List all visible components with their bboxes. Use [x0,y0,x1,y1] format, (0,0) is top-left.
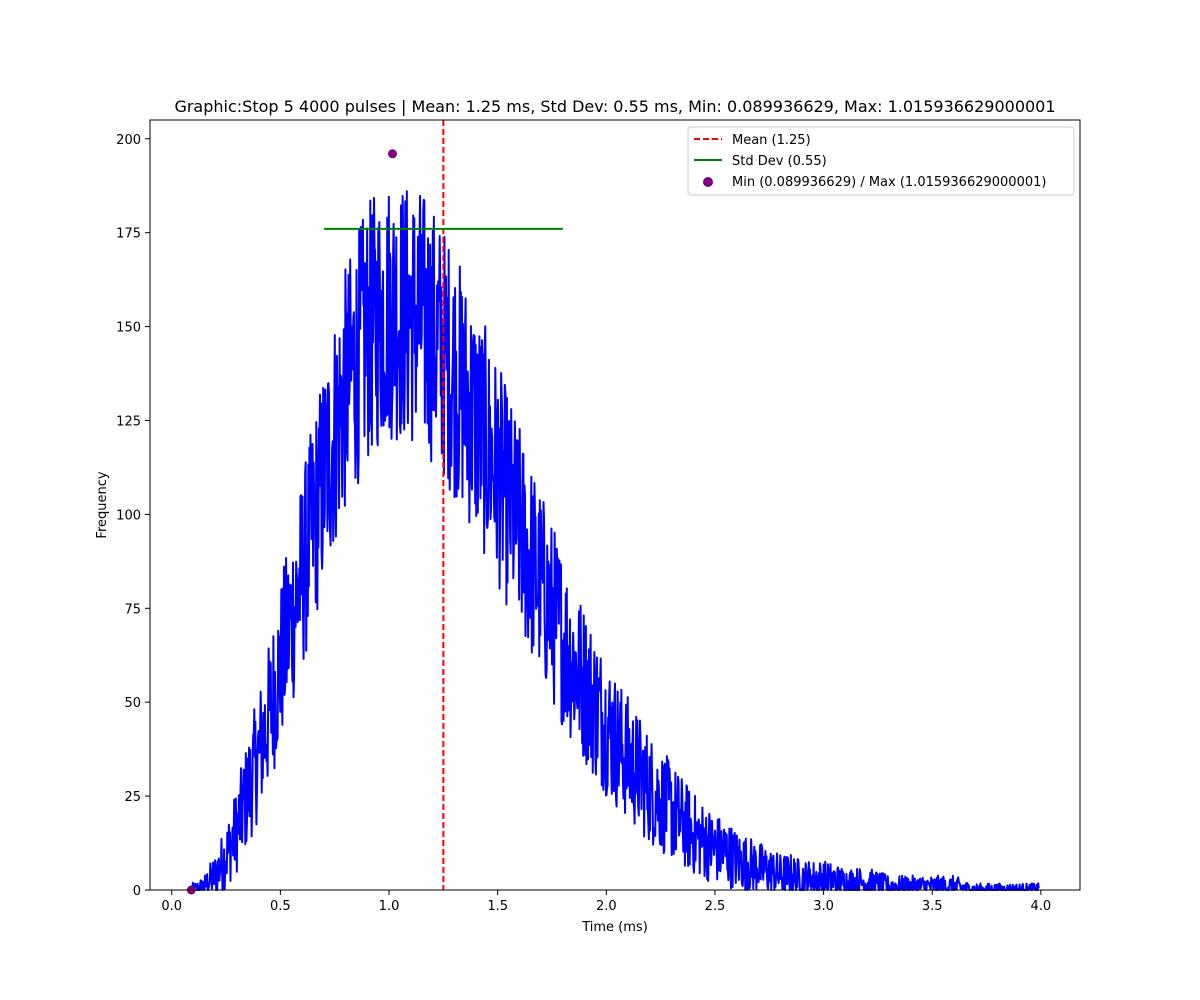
x-tick-label: 3.0 [813,899,834,914]
axes-frame [149,119,1081,891]
x-tick-label: 4.0 [1031,899,1052,914]
y-tick-label: 200 [116,133,141,148]
x-tick-label: 2.5 [705,899,726,914]
chart-title: Graphic:Stop 5 4000 pulses | Mean: 1.25 … [174,97,1055,116]
y-tick-label: 150 [116,321,141,336]
x-tick-label: 0.0 [161,899,182,914]
y-tick-label: 25 [124,790,141,805]
y-tick-label: 100 [116,508,141,523]
legend-minmax-label: Min (0.089936629) / Max (1.0159366290000… [732,175,1046,190]
x-tick-label: 3.5 [922,899,943,914]
x-axis-label: Time (ms) [581,920,648,935]
x-tick-label: 0.5 [270,899,291,914]
plot-area [186,120,1040,895]
legend-minmax-swatch [703,177,713,187]
legend-box [687,126,1075,196]
y-tick-label: 125 [116,414,141,429]
y-tick-label: 75 [124,602,141,617]
legend: Mean (1.25) Std Dev (0.55) Min (0.089936… [687,126,1075,196]
x-axis: 0.0 0.5 1.0 1.5 2.0 2.5 3.0 3.5 4.0 [161,890,1051,914]
y-tick-label: 175 [116,227,141,242]
max-point [387,149,397,159]
x-tick-label: 1.5 [487,899,508,914]
legend-std-label: Std Dev (0.55) [732,154,827,169]
y-tick-label: 0 [133,884,141,899]
x-tick-label: 1.0 [379,899,400,914]
legend-mean-label: Mean (1.25) [732,133,811,148]
y-tick-label: 50 [124,696,141,711]
frequency-series-line [190,190,1040,891]
y-axis: 0 25 50 75 100 125 150 175 200 [116,133,150,899]
x-tick-label: 2.0 [596,899,617,914]
y-axis-label: Frequency [95,471,110,538]
